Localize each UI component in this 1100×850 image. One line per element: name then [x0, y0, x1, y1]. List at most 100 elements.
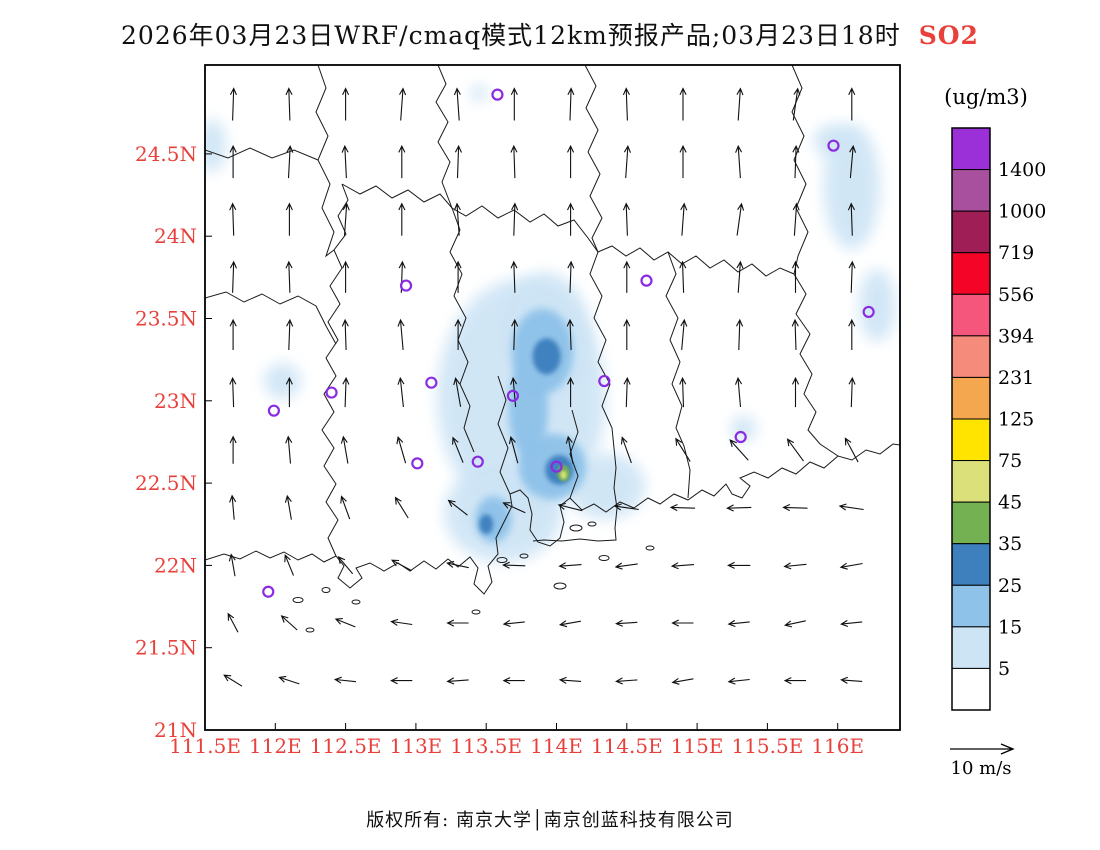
- wind-arrow: [342, 376, 350, 408]
- wind-arrow: [727, 619, 750, 628]
- wind-arrow: [792, 144, 800, 179]
- y-axis-label: 24N: [154, 224, 197, 248]
- wind-arrow: [848, 87, 856, 121]
- wind-arrow: [736, 202, 745, 236]
- x-axis-label: 114E: [530, 734, 583, 758]
- concentration-plume: [532, 338, 561, 375]
- wind-arrow: [284, 494, 292, 520]
- wind-arrow: [510, 260, 518, 293]
- wind-arrow: [396, 435, 407, 464]
- county-boundary: [665, 251, 691, 499]
- wind-arrow: [680, 202, 688, 236]
- wind-arrow: [453, 377, 462, 407]
- wind-arrow: [567, 202, 575, 236]
- wind-arrow: [223, 674, 243, 687]
- wind-arrow: [502, 502, 526, 514]
- x-axis-label: 113E: [390, 734, 443, 758]
- wind-arrow: [839, 562, 863, 570]
- x-axis-label: 115.5E: [731, 734, 803, 758]
- wind-arrow: [679, 144, 687, 179]
- x-axis-label: 115E: [671, 734, 724, 758]
- island: [519, 553, 529, 559]
- wind-arrow: [558, 676, 582, 684]
- wind-arrow: [229, 435, 237, 464]
- station-marker: [491, 88, 504, 101]
- station-marker: [425, 376, 438, 389]
- wind-arrow: [783, 562, 807, 570]
- wind-arrow: [844, 437, 859, 463]
- y-axis-label: 21N: [154, 718, 197, 742]
- wind-arrow: [227, 612, 239, 633]
- wind-arrow: [397, 376, 405, 408]
- colorbar-cell: [951, 252, 991, 295]
- colorbar-label: 5: [998, 658, 1010, 680]
- island: [471, 609, 481, 615]
- y-axis-label: 21.5N: [135, 636, 197, 660]
- x-axis-label: 111.5E: [169, 734, 241, 758]
- colorbar-label: 394: [998, 325, 1034, 347]
- concentration-plume: [858, 269, 896, 342]
- wind-arrow: [786, 438, 804, 462]
- wind-arrow: [286, 144, 294, 179]
- wind-scale-legend: 10 m/s: [950, 743, 1015, 779]
- wind-arrow: [613, 503, 639, 511]
- map-frame: [204, 64, 901, 731]
- station-marker: [827, 139, 840, 152]
- island: [598, 555, 610, 561]
- wind-arrow: [454, 260, 462, 293]
- wind-arrow: [565, 435, 574, 464]
- wind-arrow: [342, 260, 350, 293]
- station-marker: [550, 460, 563, 473]
- wind-arrow: [229, 144, 237, 179]
- page-title: 2026年03月23日WRF/cmaq模式12km预报产品;03月23日18时 S…: [0, 16, 1100, 52]
- province-boundary: [341, 183, 795, 277]
- wind-arrow: [454, 318, 462, 350]
- colorbar-label: 125: [998, 409, 1034, 431]
- island: [496, 557, 508, 563]
- wind-arrow: [567, 87, 575, 121]
- wind-arrow: [848, 318, 856, 350]
- wind-arrow: [342, 87, 350, 121]
- station-marker: [325, 386, 338, 399]
- wind-arrow: [398, 144, 406, 179]
- station-marker: [267, 404, 280, 417]
- station-marker: [411, 457, 424, 470]
- wind-arrow: [622, 87, 630, 121]
- coastline-path: [205, 443, 900, 595]
- island: [351, 599, 361, 605]
- wind-arrow: [558, 620, 581, 628]
- wind-arrow: [736, 260, 744, 293]
- y-axis-label: 23.5N: [135, 307, 197, 331]
- county-boundary: [205, 291, 337, 345]
- wind-arrow: [567, 144, 575, 179]
- wind-arrow: [622, 202, 630, 236]
- island: [587, 521, 597, 527]
- wind-arrow: [278, 675, 300, 685]
- wind-arrow: [502, 561, 526, 569]
- wind-arrow: [557, 502, 583, 512]
- x-axis-label: 114.5E: [591, 734, 663, 758]
- colorbar: 1400 1000 719 556 394 231 125 75 45 35 25 15 5: [951, 127, 1046, 711]
- island: [305, 627, 315, 633]
- wind-arrow: [566, 318, 574, 351]
- wind-arrow: [511, 318, 519, 351]
- y-axis-label: 24.5N: [135, 142, 197, 166]
- colorbar-cell: [951, 376, 991, 420]
- wind-vector-layer: [223, 87, 864, 687]
- wind-arrow: [840, 676, 863, 684]
- station-marker: [506, 389, 520, 402]
- wind-arrow: [342, 202, 350, 236]
- wind-arrow: [397, 318, 405, 350]
- wind-arrow: [623, 144, 632, 179]
- county-boundary: [569, 409, 579, 499]
- colorbar-cell: [951, 460, 991, 503]
- colorbar-label: 1000: [998, 201, 1046, 223]
- station-marker: [262, 585, 275, 598]
- wind-arrow: [838, 503, 864, 511]
- x-axis-label: 113.5E: [450, 734, 522, 758]
- wind-arrow: [452, 436, 464, 463]
- province-boundary: [321, 183, 349, 557]
- colorbar-unit-label: (ug/m3): [944, 85, 1028, 109]
